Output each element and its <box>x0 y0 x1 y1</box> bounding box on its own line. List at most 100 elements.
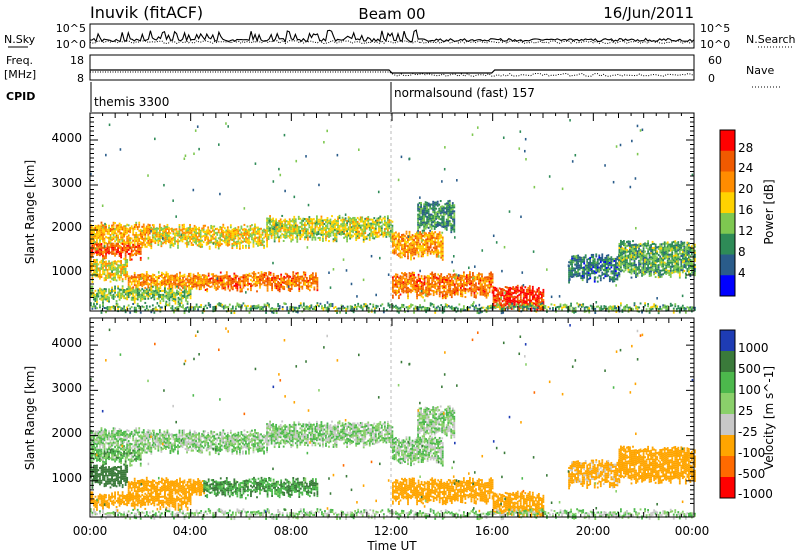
power-cell <box>102 291 104 294</box>
power-cell <box>447 216 450 219</box>
power-cell <box>618 253 621 256</box>
power-cell <box>350 222 353 225</box>
power-cell <box>120 238 123 241</box>
power-cell <box>94 251 97 254</box>
power-cell <box>261 241 264 244</box>
power-cell <box>269 215 271 218</box>
power-cell <box>270 232 273 235</box>
power-cell <box>272 231 275 234</box>
power-cell <box>338 227 341 230</box>
power-cell <box>250 278 252 282</box>
power-cell <box>176 277 178 280</box>
power-cell <box>464 291 467 294</box>
power-cell <box>340 229 342 232</box>
power-cell <box>100 233 103 236</box>
power-cell <box>401 278 403 281</box>
power-cell <box>419 247 421 250</box>
power-cell <box>106 236 109 239</box>
power-cell <box>100 263 103 266</box>
power-cell <box>516 290 519 293</box>
power-cell <box>504 294 507 297</box>
power-cell <box>377 235 380 238</box>
power-cell <box>376 223 379 226</box>
power-cell <box>540 296 543 299</box>
power-cell <box>180 293 183 297</box>
power-cell <box>148 275 151 278</box>
power-cell <box>385 227 388 230</box>
power-cell <box>329 218 332 221</box>
power-cell <box>479 279 482 282</box>
power-cell <box>367 224 370 227</box>
power-cell <box>408 251 411 254</box>
power-cell <box>136 296 139 299</box>
power-cell <box>150 228 153 231</box>
power-cell <box>338 231 341 234</box>
power-cell <box>217 231 220 234</box>
power-cell <box>148 230 151 233</box>
power-cell <box>233 272 236 275</box>
power-cell <box>359 232 362 235</box>
power-cell <box>266 217 268 220</box>
power-cell <box>152 240 155 243</box>
power-cell <box>123 241 126 244</box>
power-cell <box>519 298 522 301</box>
power-cell <box>581 268 584 271</box>
power-cell <box>174 240 176 243</box>
power-cell <box>337 232 339 235</box>
power-cell <box>328 231 330 234</box>
power-cell <box>340 225 342 228</box>
power-cell <box>432 200 435 203</box>
power-cell <box>447 210 450 213</box>
power-cell <box>157 233 160 236</box>
power-cell <box>180 281 183 284</box>
power-cell <box>411 254 414 257</box>
power-cell <box>126 237 129 240</box>
power-cell <box>443 276 446 279</box>
power-cell <box>181 238 184 241</box>
power-cell <box>100 296 103 299</box>
power-cell <box>317 226 320 229</box>
power-cell <box>383 230 386 233</box>
power-cell <box>206 288 209 291</box>
power-cell <box>160 289 163 292</box>
power-cell <box>440 236 443 239</box>
power-cell <box>166 234 169 237</box>
power-cell <box>484 288 486 291</box>
power-cell <box>422 245 425 248</box>
power-cell <box>281 223 284 226</box>
power-cell <box>455 292 458 295</box>
power-cell <box>275 285 278 288</box>
power-cell <box>429 238 432 241</box>
power-cell <box>497 299 500 302</box>
power-cell <box>418 224 421 227</box>
power-cell <box>485 284 488 287</box>
power-cell <box>432 232 435 235</box>
power-cell <box>528 301 531 304</box>
power-cell <box>158 233 161 236</box>
power-cell <box>190 229 193 232</box>
power-cell <box>259 284 261 287</box>
power-cell <box>285 224 288 227</box>
power-cell <box>453 222 456 225</box>
power-cell <box>224 286 227 289</box>
power-cell <box>398 244 400 247</box>
power-cell <box>329 226 332 229</box>
power-cell <box>105 223 107 226</box>
power-cell <box>103 288 106 291</box>
power-cell <box>420 251 423 254</box>
power-cell <box>124 278 127 281</box>
power-cell <box>275 279 278 282</box>
power-cell <box>447 206 450 209</box>
power-cell <box>225 243 228 246</box>
power-cell <box>111 296 113 299</box>
power-cell <box>402 245 405 248</box>
power-cell <box>117 293 119 296</box>
power-cell <box>310 282 313 285</box>
power-cell <box>115 252 118 255</box>
power-cell <box>374 227 377 230</box>
power-cell <box>590 262 593 265</box>
power-cell <box>198 280 201 283</box>
power-cell <box>537 299 540 302</box>
power-cell <box>371 226 374 230</box>
power-cell <box>624 259 627 262</box>
